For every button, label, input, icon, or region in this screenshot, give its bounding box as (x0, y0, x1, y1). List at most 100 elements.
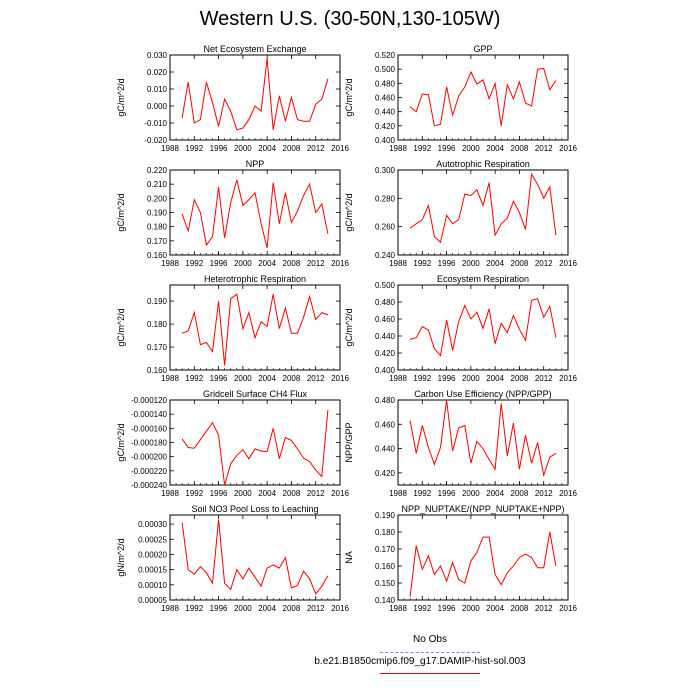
y-axis-label: gC/m^2/d (344, 78, 354, 116)
y-tick-label: 0.170 (147, 237, 168, 246)
y-tick-label: 0.260 (375, 223, 396, 232)
series-line (409, 172, 557, 244)
y-axis-label: gC/m^2/d (116, 193, 126, 231)
chart-panel: GPP gC/m^2/d 1988 1992 1996 2000 2004 2008 2012 2… (344, 44, 577, 153)
x-tick-label: 2000 (234, 489, 252, 498)
x-tick-label: 2012 (535, 374, 553, 383)
x-tick-label: 2000 (462, 489, 480, 498)
y-tick-label: 0.520 (375, 51, 396, 60)
x-tick-label: 2016 (331, 489, 349, 498)
x-tick-label: 2008 (283, 259, 301, 268)
y-tick-label: 0.000 (147, 102, 168, 111)
y-tick-label: 0.010 (147, 85, 168, 94)
x-tick-label: 2008 (511, 489, 529, 498)
y-tick-label: 0.480 (375, 396, 396, 405)
x-tick-label: 1988 (161, 489, 179, 498)
y-axis-label: gC/m^2/d (116, 78, 126, 116)
legend-case-line (380, 673, 480, 674)
panel-title: Soil NO3 Pool Loss to Leaching (191, 504, 318, 514)
x-tick-label: 2000 (234, 374, 252, 383)
x-tick-label: 2000 (234, 144, 252, 153)
x-tick-label: 1992 (413, 489, 431, 498)
y-axis-label: NPP/GPP (344, 422, 354, 462)
y-tick-label: 0.420 (375, 469, 396, 478)
plot-frame (169, 54, 341, 141)
y-tick-label: 0.460 (375, 420, 396, 429)
y-tick-label: 0.00010 (138, 581, 167, 590)
y-tick-label: 0.030 (147, 51, 168, 60)
chart-panel: NPP_NUPTAKE/(NPP_NUPTAKE+NPP) NA 1988 1992 1… (344, 504, 577, 613)
x-tick-label: 2008 (511, 374, 529, 383)
y-axis-label: gC/m^2/d (116, 308, 126, 346)
y-tick-label: 0.150 (375, 579, 396, 588)
y-tick-label: 0.480 (375, 298, 396, 307)
panel-title: Carbon Use Efficiency (NPP/GPP) (414, 389, 551, 399)
y-tick-label: 0.180 (147, 320, 168, 329)
series-line (181, 293, 329, 366)
y-tick-label: 0.170 (147, 343, 168, 352)
y-tick-label: 0.160 (375, 562, 396, 571)
y-tick-label: 0.460 (375, 94, 396, 103)
x-tick-label: 2012 (535, 144, 553, 153)
x-tick-label: 1988 (389, 604, 407, 613)
x-tick-label: 2012 (535, 489, 553, 498)
x-tick-label: 2000 (234, 259, 252, 268)
x-tick-label: 1988 (161, 259, 179, 268)
x-tick-label: 2012 (307, 489, 325, 498)
y-axis-label: gC/m^2/d (344, 193, 354, 231)
series-line (181, 519, 329, 595)
x-tick-label: 1992 (185, 144, 203, 153)
y-tick-label: 0.020 (147, 68, 168, 77)
y-axis-label: gN/m^2/d (116, 538, 126, 576)
y-tick-label: 0.400 (375, 136, 396, 145)
x-tick-label: 1988 (161, 374, 179, 383)
y-tick-label: 0.420 (375, 122, 396, 131)
y-tick-label: 0.180 (147, 223, 168, 232)
chart-panel: Heterotrophic Respiration gC/m^2/d 1988 199… (116, 274, 349, 383)
y-tick-label: 0.460 (375, 315, 396, 324)
plot-frame (397, 169, 569, 256)
y-tick-label: -0.010 (144, 119, 167, 128)
panel-title: Heterotrophic Respiration (204, 274, 306, 284)
x-tick-label: 1992 (185, 374, 203, 383)
y-tick-label: 0.170 (375, 545, 396, 554)
panel-title: Gridcell Surface CH4 Flux (203, 389, 308, 399)
y-tick-label: 0.00015 (138, 566, 167, 575)
x-tick-label: 2016 (331, 374, 349, 383)
chart-panel: Autotrophic Respiration gC/m^2/d 1988 1992 1… (344, 159, 577, 268)
plot-frame (169, 169, 341, 256)
x-tick-label: 2000 (234, 604, 252, 613)
x-tick-label: 2008 (511, 144, 529, 153)
y-tick-label: 0.180 (375, 528, 396, 537)
chart-panel: Soil NO3 Pool Loss to Leaching gN/m^2/d 19… (116, 504, 349, 613)
y-tick-label: -0.000200 (131, 453, 168, 462)
x-tick-label: 1988 (389, 144, 407, 153)
x-tick-label: 2000 (462, 259, 480, 268)
x-tick-label: 2000 (462, 144, 480, 153)
panel-title: Autotrophic Respiration (436, 159, 530, 169)
y-tick-label: 0.420 (375, 349, 396, 358)
x-tick-label: 1992 (185, 259, 203, 268)
x-tick-label: 1992 (185, 489, 203, 498)
x-tick-label: 2016 (559, 144, 577, 153)
y-tick-label: 0.440 (375, 445, 396, 454)
y-tick-label: 0.00020 (138, 550, 167, 559)
legend-obs-line (380, 652, 480, 653)
x-tick-label: 1996 (210, 144, 228, 153)
x-tick-label: 2016 (559, 374, 577, 383)
y-tick-label: 0.200 (147, 194, 168, 203)
x-tick-label: 1996 (438, 604, 456, 613)
y-tick-label: 0.160 (147, 366, 168, 375)
series-line (409, 297, 557, 357)
x-tick-label: 1988 (389, 374, 407, 383)
x-tick-label: 1996 (210, 489, 228, 498)
x-tick-label: 2012 (535, 604, 553, 613)
x-tick-label: 2012 (307, 374, 325, 383)
series-line (409, 399, 557, 478)
x-tick-label: 2004 (258, 604, 276, 613)
y-axis-label: NA (344, 551, 354, 564)
y-tick-label: 0.190 (375, 511, 396, 520)
y-tick-label: 0.280 (375, 194, 396, 203)
y-tick-label: 0.00005 (138, 596, 167, 605)
x-tick-label: 2000 (462, 374, 480, 383)
